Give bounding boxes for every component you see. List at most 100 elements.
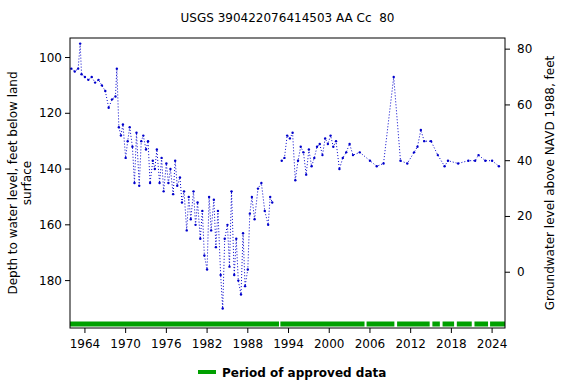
series-point [316,146,318,148]
x-tick [410,328,411,333]
series-point [79,42,81,44]
x-tick-label: 1988 [233,337,264,351]
series-point [158,182,160,184]
series-point [228,265,230,267]
series-line [282,77,499,180]
series-point [413,151,415,153]
series-point [286,134,288,136]
y-tick-label: 120 [39,106,62,120]
series-point [206,268,208,270]
x-tick-label: 1964 [70,337,101,351]
series-point [393,76,395,78]
series-point [257,187,259,189]
series-point [406,162,408,164]
y-tick-label: 140 [39,162,62,176]
series-point [269,196,271,198]
y2-tick-label: 40 [517,154,532,168]
series-point [181,201,183,203]
series-point [382,162,384,164]
series-point [147,140,149,142]
y2-tick-label: 20 [517,209,532,223]
series-point [477,154,479,156]
y2-tick [505,160,510,161]
series-point [84,76,86,78]
y2-tick [505,272,510,273]
y-label-line: Depth to water level, feet below land [6,71,20,294]
series-point [215,246,217,248]
series-point [305,173,307,175]
series-point [300,146,302,148]
x-tick-label: 1976 [151,337,182,351]
y-tick-label: 180 [39,274,62,288]
series-point [240,293,242,295]
series-point [491,159,493,161]
y-label-line: surface [20,161,34,205]
series-point [294,179,296,181]
series-point [145,148,147,150]
series-point [447,159,449,161]
series-point [77,67,79,69]
title: USGS 390422076414503 AA Cc 80 [181,11,395,25]
series-point [324,137,326,139]
x-tick-label: 1982 [192,337,223,351]
series-point [313,157,315,159]
y-tick-label: 100 [39,51,62,65]
y2-tick-label: 80 [517,42,532,56]
series-point [126,140,128,142]
series-point [124,157,126,159]
series-point [474,159,476,161]
x-tick [329,328,330,333]
series-point [219,274,221,276]
x-tick [492,328,493,333]
series-point [107,107,109,109]
x-tick [247,328,248,333]
x-tick [84,328,85,333]
y2-tick [505,216,510,217]
series-point [152,159,154,161]
series-point [183,190,185,192]
series-point [74,70,76,72]
series-point [174,159,176,161]
series-point [176,185,178,187]
series-point [437,154,439,156]
series-point [369,159,371,161]
series-point [172,193,174,195]
series-point [399,159,401,161]
y-tick [65,57,70,58]
series-point [154,168,156,170]
series-point [129,126,131,128]
series-point [253,218,255,220]
series-point [131,146,133,148]
series-point [332,146,334,148]
series-point [194,224,196,226]
chart: USGS 390422076414503 AA Cc 8019641970197… [0,0,576,384]
approved-period [474,322,488,327]
series-point [310,165,312,167]
series-point [196,201,198,203]
series-point [210,229,212,231]
series-point [230,190,232,192]
y-tick [65,113,70,114]
series-point [192,190,194,192]
series-point [188,196,190,198]
series-point [233,274,235,276]
approved-period [367,322,395,327]
series-point [348,143,350,145]
series-point [208,196,210,198]
series-point [91,76,93,78]
approved-period [432,322,439,327]
x-tick [451,328,452,333]
x-tick [288,328,289,333]
approved-period [70,322,279,327]
series-point [260,182,262,184]
series-point [297,159,299,161]
approved-period [457,322,472,327]
series-point [264,210,266,212]
series-point [308,148,310,150]
series-point [97,79,99,81]
x-tick [369,328,370,333]
series-point [87,79,89,81]
series-point [133,182,135,184]
series-point [443,165,445,167]
series-point [160,157,162,159]
